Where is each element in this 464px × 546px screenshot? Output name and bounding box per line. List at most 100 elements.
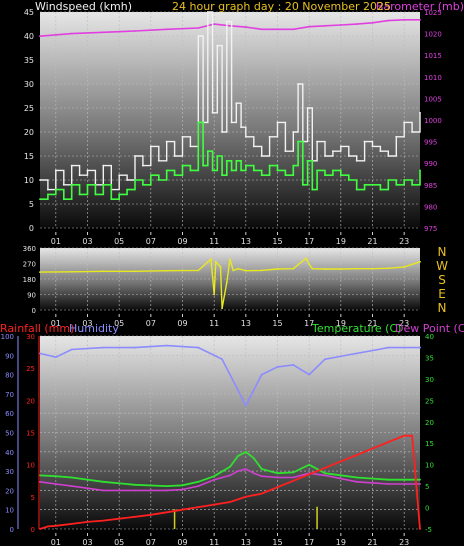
direction-line-point <box>355 267 358 270</box>
barometer-line-point <box>229 24 231 27</box>
wind-baro-chart: 0510152025303540459759809859909951000100… <box>24 8 442 246</box>
dewpoint-line-point <box>181 488 184 491</box>
humidity-line-point <box>355 352 358 355</box>
wind-gust-line-point <box>126 179 128 181</box>
wind-avg-line-point <box>252 169 255 172</box>
wind-avg-line-point <box>173 174 176 177</box>
wind-gust-line-point <box>47 188 49 191</box>
wind-avg-line-point <box>347 179 350 181</box>
humidity-line-point <box>237 389 239 391</box>
wind-avg-line-point <box>197 121 200 124</box>
x-tick-label: 13 <box>241 319 251 328</box>
rainfall-line-point <box>324 466 326 469</box>
baro-axis-title: Barometer (mb) <box>376 0 464 13</box>
humidity-line-point <box>387 346 390 349</box>
direction-line-point <box>339 268 342 270</box>
barometer-line <box>39 18 420 37</box>
wind-avg-line-point <box>206 150 209 153</box>
temperature-line-point <box>387 478 390 481</box>
barometer-line-point <box>355 23 358 25</box>
x-tick-label: 21 <box>367 319 377 328</box>
rain-humidity-temp-chart: 0102030405060708090100051015202530-50510… <box>1 333 434 546</box>
direction-line-point <box>229 258 231 261</box>
wind-gust-line-point <box>292 131 295 133</box>
wind-avg-line-point <box>126 188 128 191</box>
humidity-line-point <box>213 354 216 357</box>
wind-plot-area <box>40 12 420 228</box>
wind-y-tick: 5 <box>29 200 34 209</box>
wind-avg-line-point <box>355 188 358 191</box>
rainfall-y-tick: 0 <box>31 526 35 534</box>
x-tick-label: 17 <box>304 319 314 328</box>
wind-avg-line-point <box>102 183 105 186</box>
wind-avg-line-point <box>181 164 184 167</box>
wind-gust-line-point <box>86 169 89 172</box>
direction-y-tick: 360 <box>23 245 36 253</box>
x-tick-label: 03 <box>82 319 92 328</box>
humidity-line-point <box>292 364 295 366</box>
wind-avg-line-point <box>379 188 382 191</box>
wind-avg-line-point <box>118 193 121 196</box>
rainfall-line-point <box>102 519 105 522</box>
rainfall-line-point <box>134 515 136 518</box>
wind-gust-line-point <box>347 155 350 157</box>
compass-n-bottom: N <box>438 301 447 315</box>
temperature-line-point <box>102 480 105 483</box>
wind-gust-line-point <box>165 140 168 143</box>
barometer-line-point <box>339 24 342 26</box>
wind-gust-line-point <box>419 111 421 114</box>
temp-series <box>39 344 421 530</box>
rainfall-line-point <box>260 492 263 495</box>
humidity-line-point <box>308 373 311 376</box>
barometer-line-point <box>134 30 136 32</box>
wind-gust-line-point <box>181 135 184 138</box>
dewpoint-line-point <box>260 475 263 478</box>
wind-series <box>39 11 421 201</box>
temp-y-tick: -5 <box>425 526 432 534</box>
rainfall-line-point <box>355 454 358 456</box>
humidity-y-tick: 10 <box>5 507 14 515</box>
rainfall-line-point <box>197 506 200 509</box>
barometer-line-point <box>276 28 279 31</box>
barometer-line-point <box>165 28 168 31</box>
dewpoint-line-point <box>54 483 57 485</box>
rainfall-line-point <box>165 511 168 514</box>
temperature-axis-title: Temperature (C) <box>311 322 401 335</box>
temperature-line-point <box>244 450 247 453</box>
x-tick-label: 01 <box>51 319 61 328</box>
humidity-line-point <box>229 373 231 376</box>
x-tick-label: 07 <box>146 237 156 246</box>
rainfall-line-point <box>276 486 279 489</box>
direction-line-point <box>371 267 374 270</box>
x-tick-label: 19 <box>336 538 346 546</box>
x-tick-label: 01 <box>51 538 61 546</box>
direction-line-point <box>197 269 200 272</box>
humidity-line-point <box>221 358 223 361</box>
rainfall-line-point <box>118 517 121 520</box>
direction-line-point <box>305 257 307 260</box>
temp-y-tick: 0 <box>425 505 429 513</box>
barometer-line-point <box>292 28 295 31</box>
wind-gust-line-point <box>142 164 144 167</box>
dewpoint-line-point <box>419 483 421 485</box>
humidity-line-point <box>260 373 263 376</box>
dewpoint-line-point <box>387 483 390 485</box>
wind-gust-line-point <box>244 135 247 138</box>
temp-y-tick: 20 <box>425 419 434 427</box>
wind-gust-line-point <box>324 155 326 157</box>
direction-chart: 0 90 180 270 360 01 03 05 07 09 11 13 15 17 19 21 23 <box>23 245 421 328</box>
direction-line-point <box>311 267 314 270</box>
x-tick-label: 11 <box>209 319 219 328</box>
x-tick-label: 01 <box>51 237 61 246</box>
graph-title: 24 hour graph day : 20 November 2025 <box>172 0 391 13</box>
baro-y-tick: 1025 <box>424 9 442 17</box>
compass-e: E <box>438 287 446 301</box>
direction-line-point <box>244 269 247 272</box>
wind-avg-line-point <box>94 193 97 196</box>
x-tick-label: 03 <box>82 538 92 546</box>
wind-avg-line-point <box>301 183 304 186</box>
wind-avg-line-point <box>339 174 342 177</box>
rainfall-line-point <box>308 473 311 476</box>
direction-line-point <box>232 269 235 272</box>
direction-line-point <box>225 281 228 284</box>
